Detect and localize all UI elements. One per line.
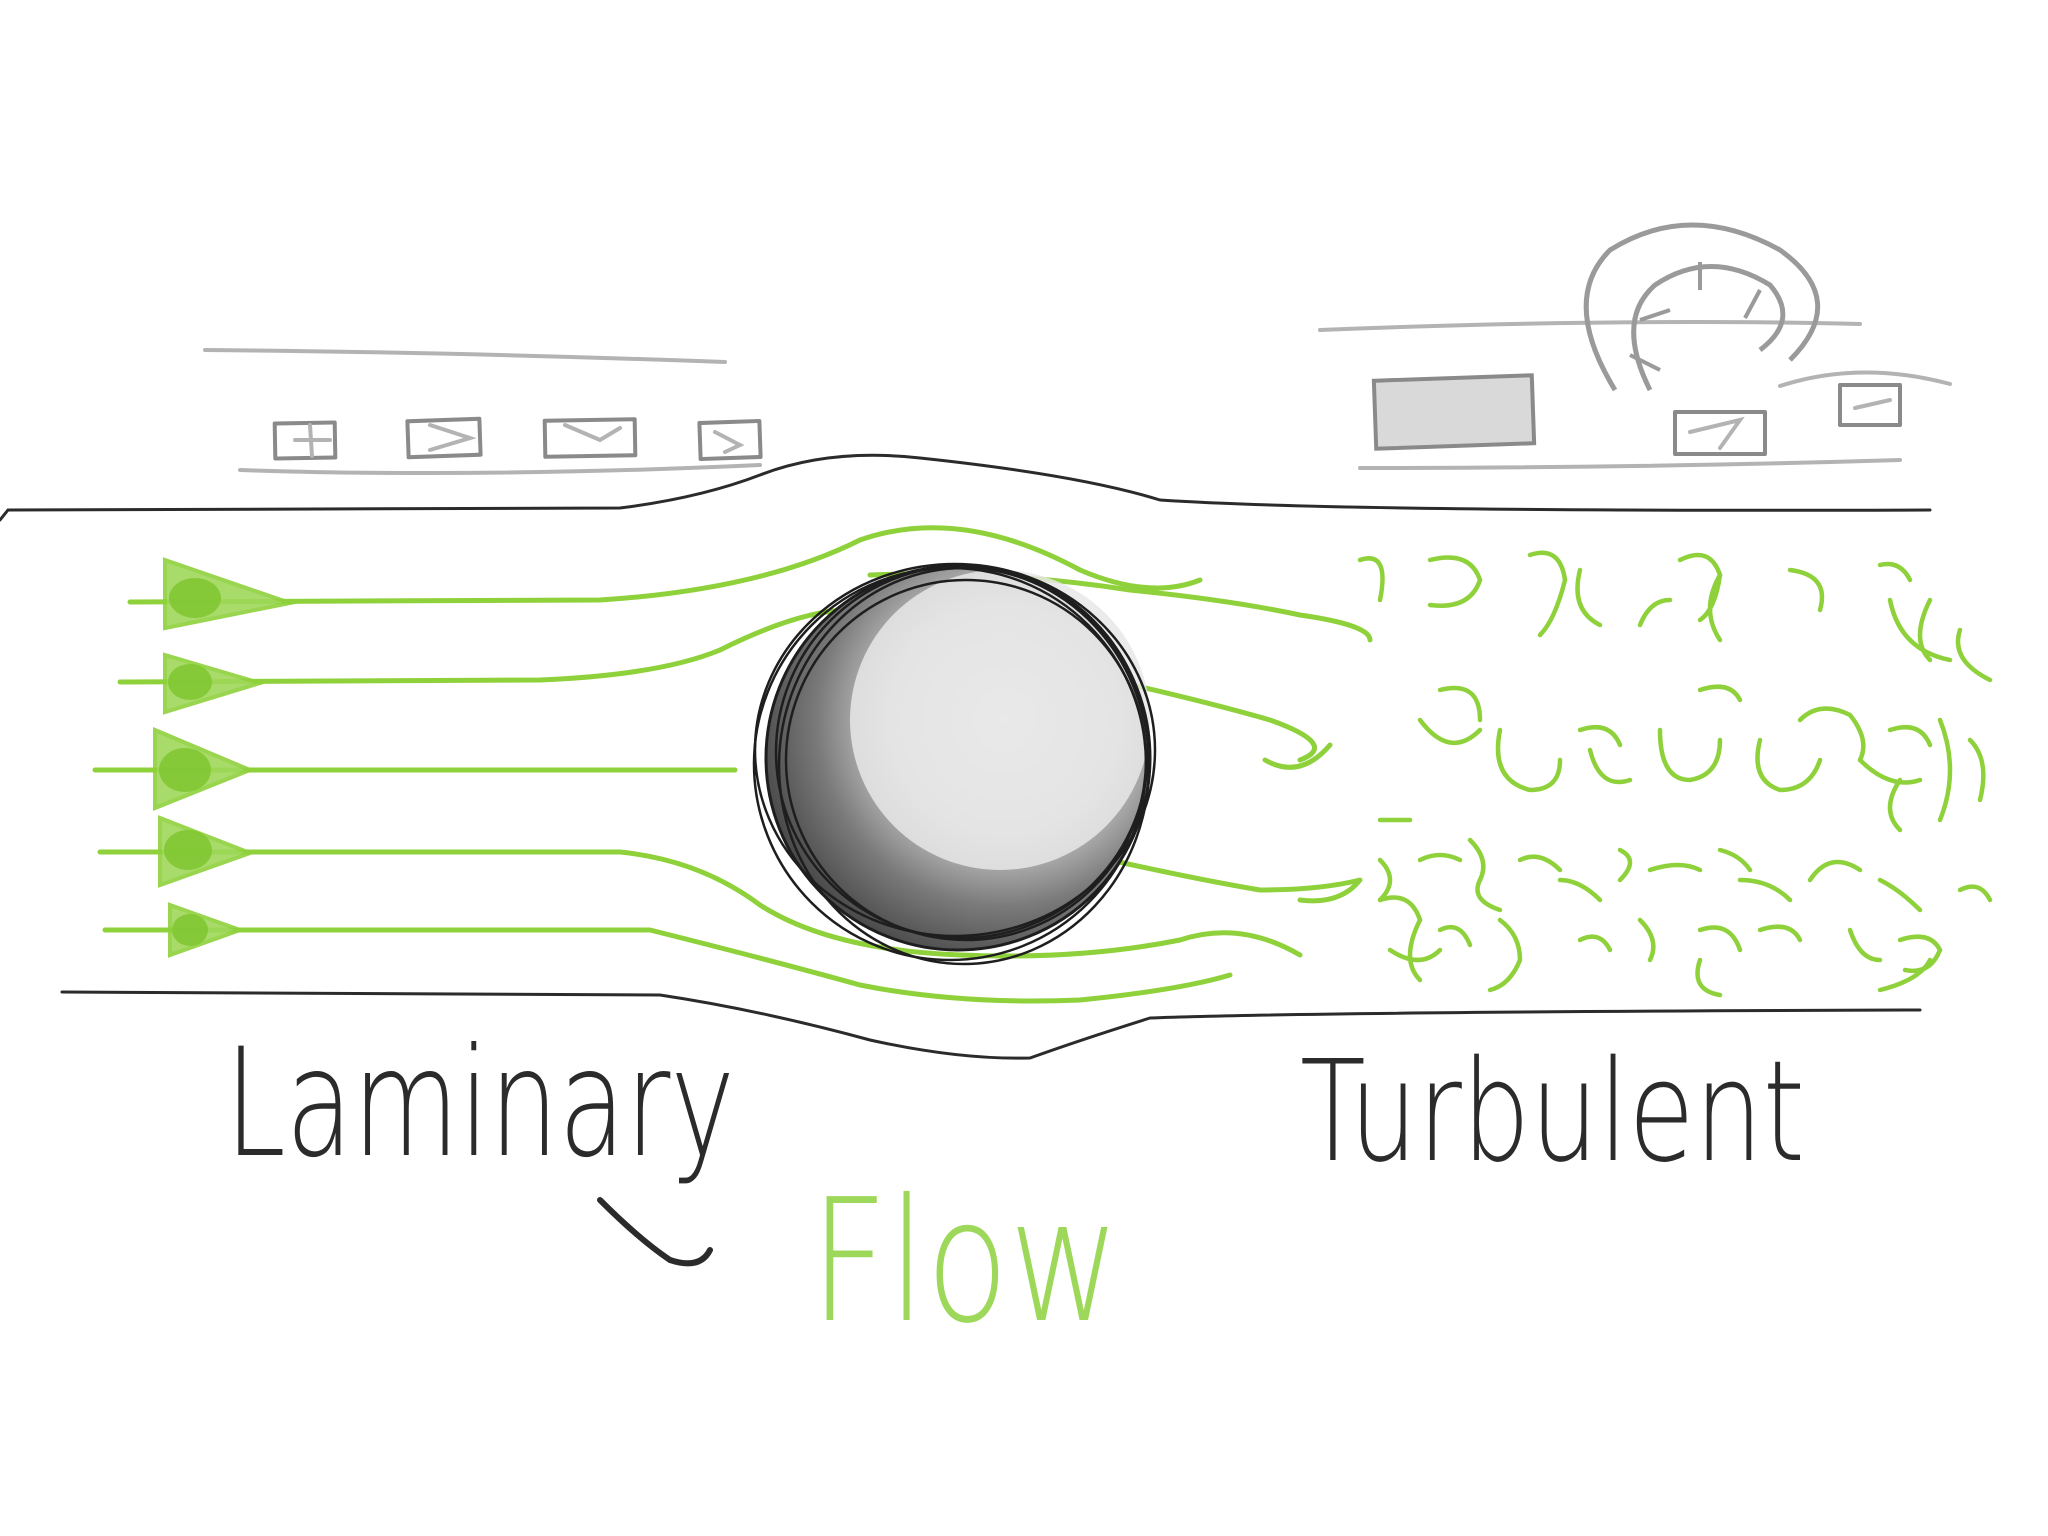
pipe-wall-top: [0, 453, 1932, 522]
flow-arrow-icon: [153, 726, 256, 811]
eddy-icon: [1955, 627, 1993, 683]
sphere-obstacle-icon: [752, 562, 1157, 966]
eddy-icon: [1357, 556, 1385, 603]
flow-arrow-icon: [168, 902, 246, 958]
streamline: [1107, 677, 1317, 763]
eddy-icon: [1807, 859, 1863, 883]
eddy-icon: [1695, 957, 1723, 998]
eddy-icon: [1495, 727, 1563, 793]
flow-arrows: [153, 557, 298, 958]
eddy-icon: [1587, 747, 1633, 785]
eddy-icon: [1737, 877, 1793, 903]
eddy-icon: [1697, 684, 1743, 703]
eddy-icon: [1377, 857, 1393, 903]
eddy-icon: [1637, 597, 1673, 628]
eddy-icon: [1787, 567, 1825, 613]
eddy-icon: [1387, 947, 1443, 963]
eddy-icon: [1887, 724, 1933, 748]
eddy-icon: [1755, 737, 1823, 793]
eddy-icon: [1467, 837, 1486, 883]
eddy-icon: [1957, 884, 1993, 903]
background-sketch-right: [1318, 222, 1952, 470]
streamline: [1262, 742, 1333, 770]
eddy-icon: [1417, 717, 1483, 746]
streamline: [97, 849, 1303, 959]
eddy-icon: [1877, 877, 1923, 913]
eddy-icon: [1897, 934, 1943, 974]
eddy-icon: [1887, 597, 1953, 663]
laminary-descender: [597, 1197, 713, 1267]
eddy-icon: [1797, 706, 1866, 763]
eddy-icon: [1577, 724, 1623, 748]
eddy-icon: [1887, 777, 1903, 833]
eddy-icon: [1697, 925, 1743, 953]
eddy-icon: [1637, 917, 1656, 963]
eddy-icon: [1967, 737, 1986, 803]
eddy-icon: [1647, 862, 1703, 873]
eddy-icon: [1437, 685, 1483, 723]
eddy-icon: [1517, 854, 1563, 873]
laminar-streamlines: [92, 525, 1373, 1004]
eddy-icon: [1857, 757, 1923, 785]
eddy-icon: [1527, 550, 1568, 638]
eddy-icon: [1475, 877, 1503, 913]
label-turbulent: Turbulent: [1300, 1031, 1805, 1194]
streamline: [102, 927, 1233, 1004]
flow-arrow-icon: [163, 557, 298, 631]
streamline: [1107, 857, 1363, 904]
eddy-icon: [1617, 847, 1633, 883]
eddy-icon: [1417, 852, 1463, 863]
eddy-icon: [1657, 727, 1723, 783]
eddy-icon: [1937, 717, 1953, 823]
streamline: [127, 525, 1203, 605]
eddy-icon: [1877, 957, 1933, 993]
eddy-icon: [1427, 555, 1483, 608]
pipe-walls: [0, 453, 1932, 1060]
eddy-icon: [1877, 561, 1913, 583]
eddy-icon: [1707, 572, 1723, 643]
eddy-icon: [1407, 917, 1423, 983]
eddy-icon: [1757, 924, 1803, 943]
eddy-icon: [1577, 934, 1613, 953]
flow-arrow-icon: [163, 652, 267, 715]
eddy-icon: [1717, 847, 1753, 873]
flow-arrow-icon: [158, 815, 256, 888]
background-sketch-left: [203, 348, 763, 476]
eddy-icon: [1487, 917, 1523, 993]
eddy-icon: [1377, 895, 1423, 923]
eddy-icon: [1437, 924, 1473, 948]
eddy-icon: [1575, 567, 1603, 628]
eddy-icon: [1847, 927, 1883, 963]
label-laminary: Laminary: [225, 1017, 735, 1191]
label-flow: Flow: [810, 1163, 1120, 1361]
streamline: [117, 607, 853, 685]
eddy-icon: [1557, 877, 1603, 903]
turbulent-eddies: [1357, 550, 1993, 998]
pipe-wall-bottom: [60, 990, 1922, 1060]
eddy-icon: [1917, 597, 1933, 663]
